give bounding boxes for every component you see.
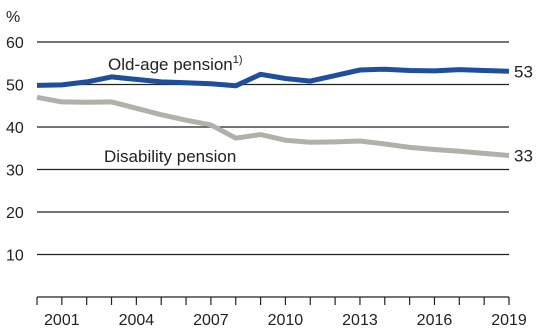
footnote-superscript: 1) xyxy=(233,54,243,66)
series-label-old-age-pension: Old-age pension1) xyxy=(108,54,243,74)
series-line-disability-pension xyxy=(36,94,510,158)
x-tick-label-2016: 2016 xyxy=(417,312,453,328)
x-tick-label-2013: 2013 xyxy=(342,312,378,328)
x-tick-label-2019: 2019 xyxy=(491,312,527,328)
series-label-disability-pension: Disability pension xyxy=(104,147,236,166)
series-labels: Old-age pension1) Disability pension 53 33 xyxy=(104,54,533,166)
y-tick-label-10: 10 xyxy=(6,248,24,265)
y-tick-label-30: 30 xyxy=(6,163,24,180)
y-tick-label-40: 40 xyxy=(6,120,24,137)
x-tick-label-2010: 2010 xyxy=(268,312,304,328)
x-tick-label-2007: 2007 xyxy=(193,312,229,328)
series-line-old-age-pension xyxy=(36,66,510,89)
y-tick-label-50: 50 xyxy=(6,78,24,95)
end-value-label-disability: 33 xyxy=(514,146,533,165)
gridlines xyxy=(37,41,509,256)
y-axis-unit-label: % xyxy=(6,9,20,26)
series-lines xyxy=(36,66,510,158)
y-tick-labels: 10 20 30 40 50 60 xyxy=(6,35,24,265)
x-tick-label-2004: 2004 xyxy=(119,312,155,328)
x-axis: 2001 2004 2007 2010 2013 2016 2019 xyxy=(36,296,527,328)
x-tick-label-2001: 2001 xyxy=(44,312,80,328)
y-tick-label-60: 60 xyxy=(6,35,24,52)
y-tick-label-20: 20 xyxy=(6,205,24,222)
end-value-label-old-age: 53 xyxy=(514,62,533,81)
